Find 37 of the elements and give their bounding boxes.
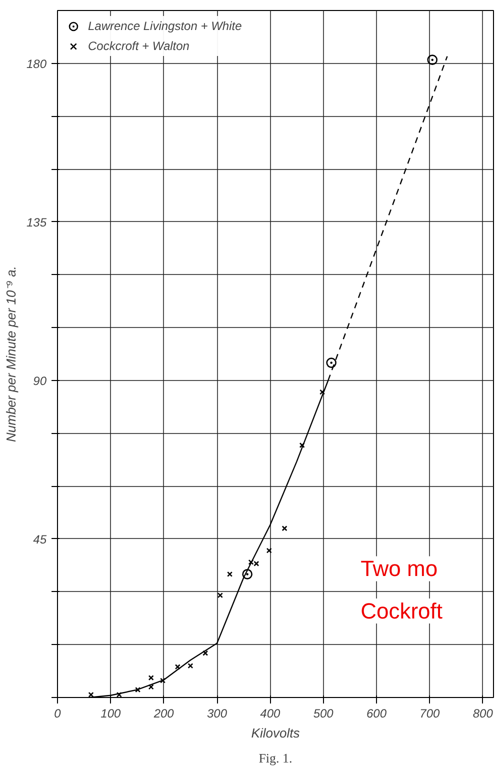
caption: Fig. 1. (258, 750, 292, 766)
point (299, 442, 305, 448)
point (227, 571, 233, 577)
legend-label: Lawrence Livingston + White (88, 19, 242, 33)
x-tick-label: 600 (366, 706, 387, 720)
x-tick-label: 0 (54, 706, 62, 720)
x-tick-label: 700 (420, 706, 440, 720)
point (148, 675, 154, 681)
y-tick-label: 90 (33, 374, 47, 388)
x-tick-label: 100 (100, 706, 122, 720)
point (135, 686, 141, 693)
point (174, 664, 180, 670)
point (148, 684, 154, 690)
point (326, 358, 336, 368)
point (217, 592, 223, 598)
x-tick-label: 500 (313, 706, 334, 720)
y-tick-label: 180 (26, 56, 47, 71)
y-axis-title: Number per Minute per 10⁻⁹ a. (3, 266, 18, 442)
y-tick-label: 135 (26, 215, 47, 230)
legend-label: Cockcroft + Walton (88, 39, 190, 53)
y-tick-label: 45 (33, 532, 47, 546)
x-tick-label: 300 (207, 706, 228, 720)
point (282, 526, 288, 532)
point (266, 548, 272, 554)
annotation: Two mo (360, 556, 438, 582)
point (188, 663, 194, 669)
point (116, 692, 122, 698)
x-tick-label: 400 (260, 706, 281, 720)
x-tick-label: 800 (472, 706, 494, 720)
x-axis-title: Kilovolts (251, 726, 300, 740)
point (202, 650, 208, 656)
point (427, 54, 438, 65)
x-tick-label: 200 (152, 706, 174, 720)
annotation: Cockroft (360, 598, 442, 624)
point (320, 389, 326, 395)
point (242, 569, 252, 580)
point (160, 678, 166, 684)
